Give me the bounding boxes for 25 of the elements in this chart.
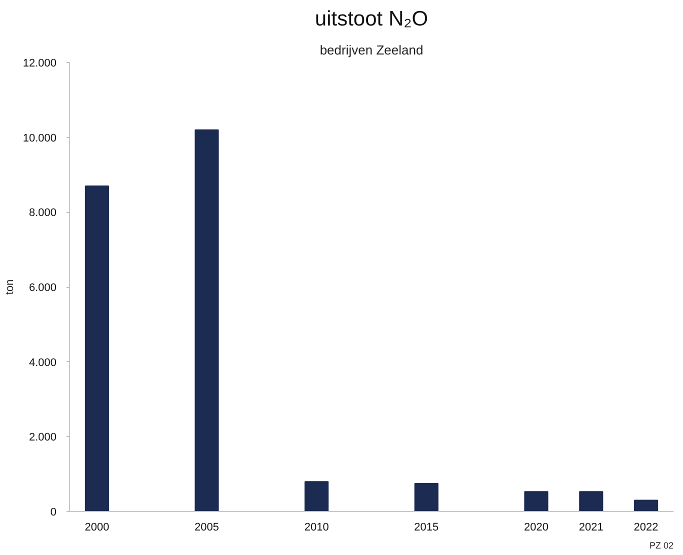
x-tick-label: 2021: [578, 522, 604, 534]
text: PZ 02: [649, 540, 674, 550]
x-tick-label: 2000: [84, 522, 110, 534]
bar: [524, 491, 548, 512]
y-tick-label: 2.000: [28, 432, 57, 444]
bar: [414, 482, 438, 512]
chart-subtitle: bedrijven Zeeland: [320, 42, 424, 58]
bar: [634, 500, 658, 512]
bar: [579, 491, 604, 512]
bar: [304, 481, 329, 512]
y-tick-label: 10.000: [22, 132, 57, 144]
x-tick-label: 2020: [524, 522, 548, 534]
x-tick-label: 2005: [194, 522, 220, 534]
y-tick-label: 4.000: [28, 356, 57, 369]
y-tick-label: 0: [50, 506, 57, 518]
chart-title: uitstoot N₂O: [314, 8, 428, 30]
x-tick-label: 2015: [414, 522, 439, 534]
x-tick-label: 2010: [304, 522, 329, 534]
y-tick-label: 12.000: [22, 58, 57, 70]
y-tick-label: 6.000: [28, 282, 57, 294]
bar: [194, 129, 219, 512]
x-tick-label: 2022: [634, 522, 658, 534]
bar: [84, 185, 109, 512]
y-axis-title: ton: [4, 279, 16, 295]
y-tick-label: 8.000: [28, 207, 57, 220]
